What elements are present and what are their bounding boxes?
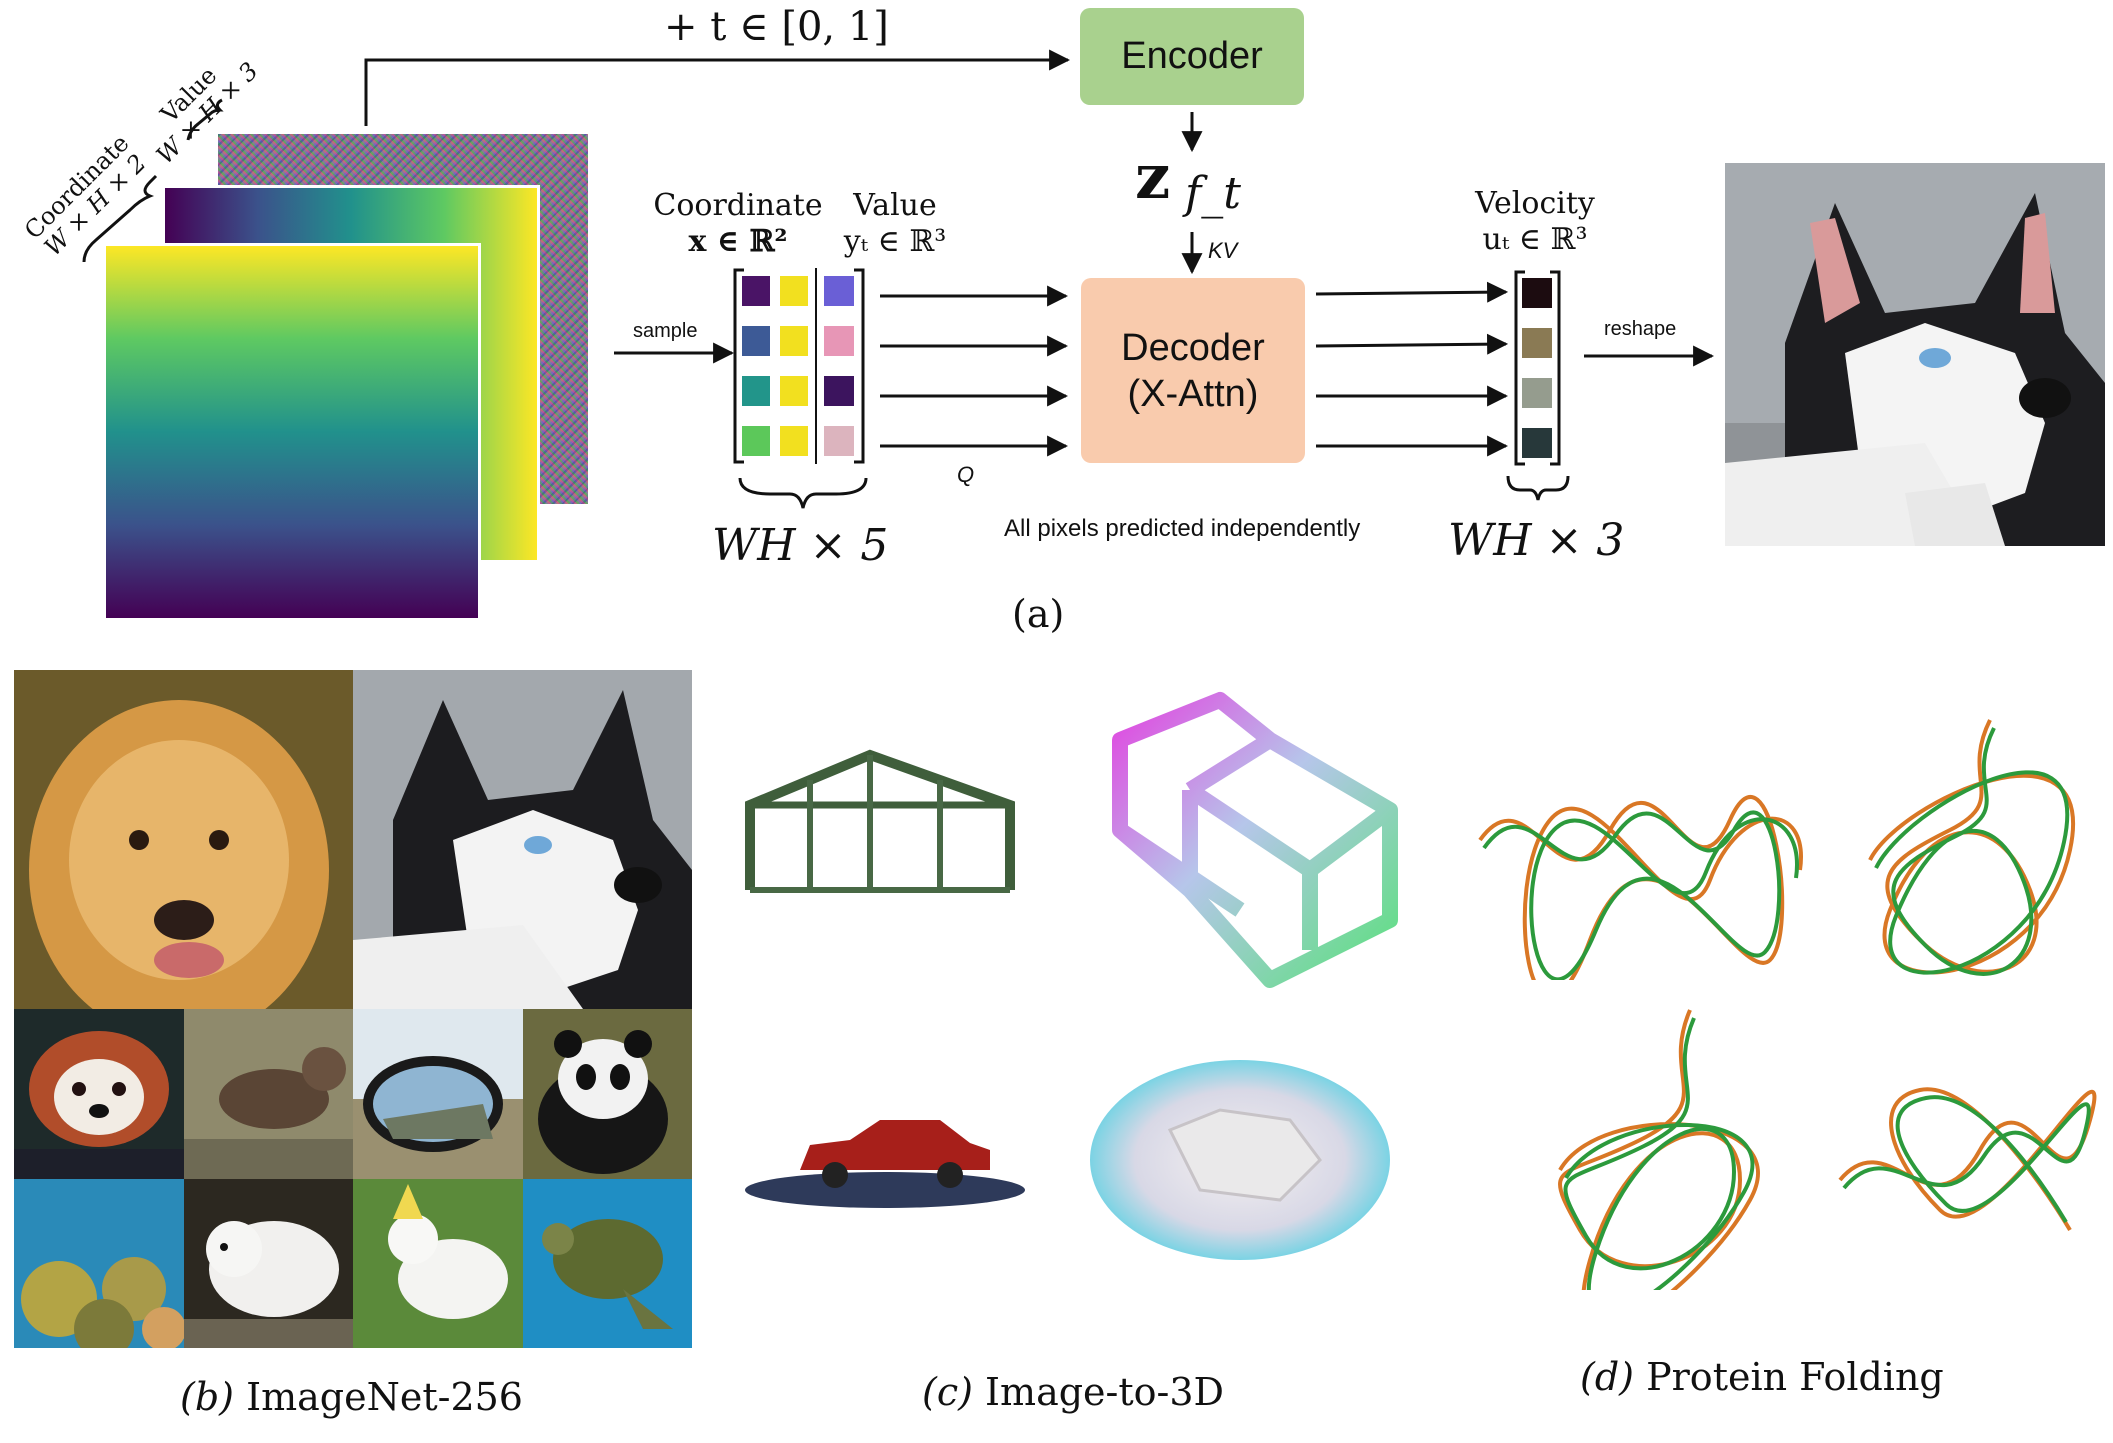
sample-image-husky: [353, 670, 692, 1009]
sample-image-cockatoo: [353, 1179, 523, 1348]
velocity-arrow: [1315, 281, 1509, 303]
sample-image-car-mirror: [353, 1009, 523, 1179]
sample-image-sea-turtle: [523, 1179, 692, 1348]
token-matrix-bracket: [854, 268, 865, 464]
protein-structure-2: [1840, 710, 2090, 1000]
velocity-token: [1522, 378, 1552, 408]
kv-label: KV: [1208, 238, 1238, 263]
decoder-block: Decoder (X-Attn): [1081, 278, 1305, 463]
sample-image-red-panda: [14, 1009, 184, 1179]
car-reconstruction-render: [1080, 1050, 1400, 1320]
velocity-token: [1522, 328, 1552, 358]
latent-subscript: f_t: [1185, 168, 1241, 219]
encoder-block: Encoder: [1080, 8, 1304, 105]
coordinate-y-plane: [103, 243, 481, 621]
decoder-subtitle: (X-Attn): [1127, 372, 1259, 415]
velocity-token: [1522, 428, 1552, 458]
value-stack-brace: [186, 98, 224, 141]
token-row: [824, 426, 854, 456]
wh3-label: WH × 3: [1448, 515, 1625, 566]
token-row: [824, 376, 854, 406]
coordinate-header: Coordinate x ∈ ℝ²: [653, 188, 823, 259]
protein-structure-1: [1470, 760, 1820, 1000]
velocity-arrow: [1315, 333, 1509, 355]
token-row: [780, 376, 808, 406]
wh5-label: WH × 5: [712, 520, 889, 571]
velocity-header: Velocity uₜ ∈ ℝ³: [1475, 186, 1595, 257]
reshape-label: reshape: [1604, 318, 1677, 340]
panel-c-caption: (c) Image-to-3D: [922, 1370, 1225, 1414]
token-row: [824, 276, 854, 306]
token-underbrace: [738, 477, 868, 509]
sample-image-golden-retriever: [14, 670, 353, 1009]
sample-image-coral-reef: [14, 1179, 184, 1348]
sample-image-arctic-fox: [184, 1179, 353, 1348]
protein-structure-4: [1830, 1060, 2100, 1270]
time-label: + t ∈ [0, 1]: [664, 4, 889, 50]
q-label: Q: [957, 462, 975, 487]
token-row: [742, 426, 770, 456]
token-row: [742, 276, 770, 306]
sample-label: sample: [633, 320, 698, 342]
imagenet-grid: [14, 670, 692, 1348]
sample-image-panda: [523, 1009, 692, 1179]
velocity-matrix-bracket: [1550, 270, 1561, 466]
independent-note: All pixels predicted independently: [1004, 515, 1361, 542]
velocity-token: [1522, 278, 1552, 308]
velocity-underbrace: [1506, 475, 1570, 501]
latent-label: z: [1135, 140, 1171, 213]
noise-to-encoder-arrow: [364, 49, 1071, 126]
car-on-base-render: [740, 1105, 1030, 1215]
token-row: [780, 276, 808, 306]
decoder-label: Decoder: [1121, 326, 1265, 369]
output-husky-image: [1725, 163, 2105, 546]
token-row: [742, 326, 770, 356]
token-row: [780, 326, 808, 356]
encoder-label: Encoder: [1121, 35, 1263, 77]
coordinate-stack-brace: [82, 174, 158, 263]
value-header: Value yₜ ∈ ℝ³: [843, 188, 947, 259]
token-row: [824, 326, 854, 356]
sample-image-otter: [184, 1009, 353, 1179]
token-row: [780, 426, 808, 456]
velocity-matrix-bracket: [1514, 270, 1525, 466]
panel-d-caption: (d) Protein Folding: [1580, 1355, 1944, 1399]
token-row: [742, 376, 770, 406]
truss-structure-render: [730, 740, 1030, 900]
panel-b-caption: (b) ImageNet-256: [180, 1375, 523, 1419]
token-matrix-bracket: [733, 268, 744, 464]
panel-a-caption: (a): [1012, 592, 1065, 636]
protein-structure-3: [1520, 1000, 1780, 1329]
truss-reconstruction-render: [1070, 680, 1410, 1010]
